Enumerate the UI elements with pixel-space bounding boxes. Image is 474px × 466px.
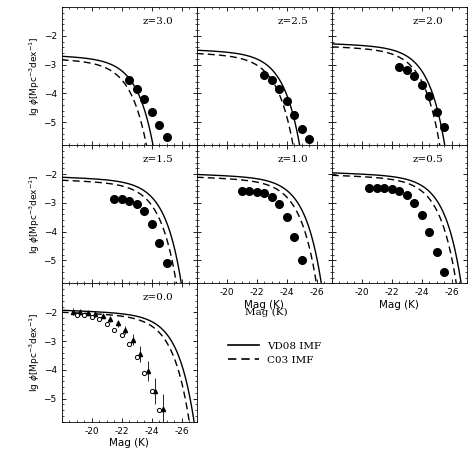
Text: z=0.0: z=0.0: [143, 293, 173, 302]
X-axis label: Mag (K): Mag (K): [109, 439, 149, 448]
Y-axis label: lg $\phi$[Mpc$^{-3}$dex$^{-1}$]: lg $\phi$[Mpc$^{-3}$dex$^{-1}$]: [27, 313, 42, 392]
X-axis label: Mag (K): Mag (K): [244, 300, 284, 310]
Text: z=1.5: z=1.5: [143, 155, 173, 164]
Legend: VD08 IMF, C03 IMF: VD08 IMF, C03 IMF: [224, 337, 326, 369]
Text: z=2.0: z=2.0: [413, 17, 444, 26]
Text: Mag (K): Mag (K): [246, 308, 288, 317]
Text: z=3.0: z=3.0: [143, 17, 173, 26]
X-axis label: Mag (K): Mag (K): [379, 300, 419, 310]
Text: z=0.5: z=0.5: [413, 155, 444, 164]
Text: z=2.5: z=2.5: [278, 17, 309, 26]
Y-axis label: lg $\phi$[Mpc$^{-3}$dex$^{-1}$]: lg $\phi$[Mpc$^{-3}$dex$^{-1}$]: [27, 175, 42, 254]
Y-axis label: lg $\phi$[Mpc$^{-3}$dex$^{-1}$]: lg $\phi$[Mpc$^{-3}$dex$^{-1}$]: [27, 36, 42, 116]
Text: z=1.0: z=1.0: [278, 155, 309, 164]
